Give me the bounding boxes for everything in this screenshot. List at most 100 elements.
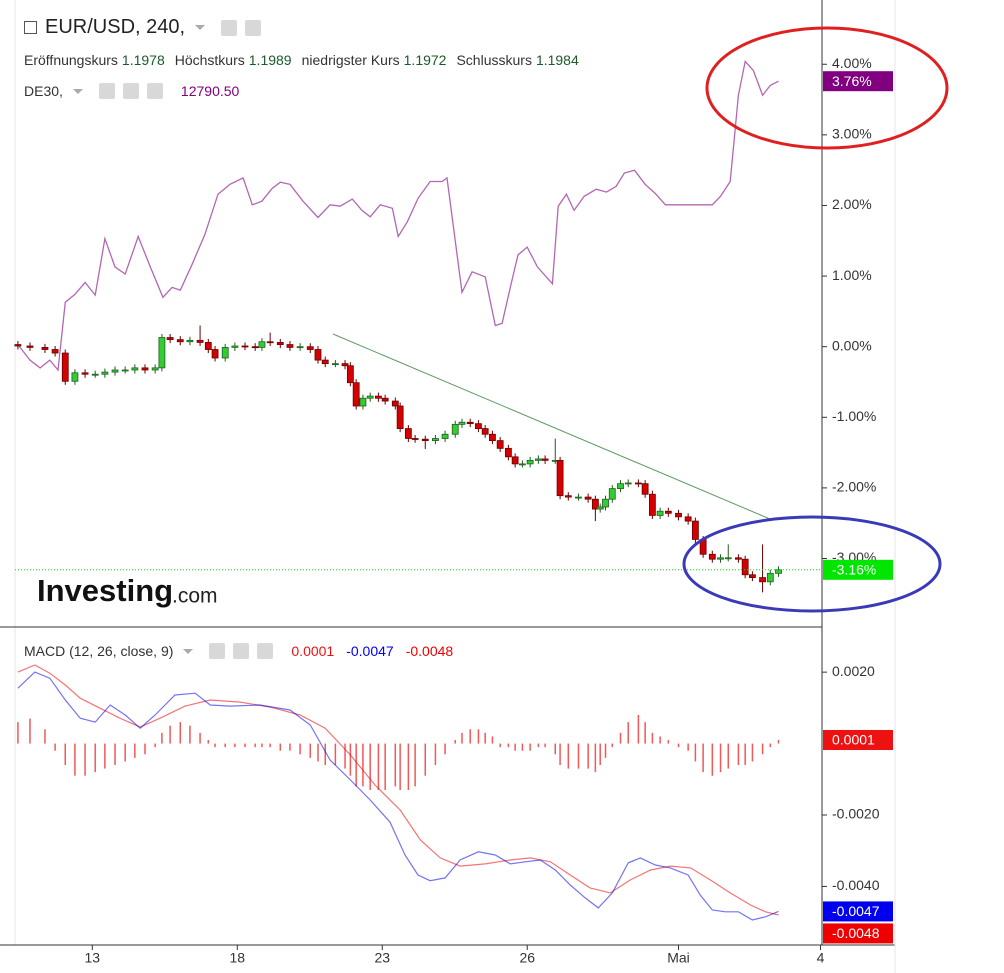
- gear-icon[interactable]: [233, 643, 250, 659]
- candle-body: [258, 341, 266, 348]
- signal-badge-bg: [823, 923, 893, 944]
- y-tick-label: 3.00%: [832, 126, 872, 142]
- candle-body: [346, 365, 354, 384]
- candle-body: [556, 459, 564, 497]
- histogram-bar: [317, 743, 319, 762]
- candle-body: [331, 363, 339, 366]
- candle-body: [664, 510, 672, 514]
- histogram-bar: [169, 725, 171, 744]
- candle-body: [231, 345, 239, 348]
- signal-badge: -0.0048: [832, 925, 880, 941]
- y-tick-label: -0.0020: [832, 806, 880, 822]
- candle-body: [648, 493, 656, 516]
- histogram-bar: [751, 743, 754, 762]
- ohlc-value: 1.1989: [248, 52, 292, 68]
- histogram-bar: [214, 743, 216, 748]
- candle-body: [441, 433, 449, 439]
- histogram-bar: [244, 743, 246, 748]
- candle-body: [759, 577, 766, 583]
- close-icon[interactable]: [257, 643, 274, 659]
- y-tick-label: 2.00%: [832, 196, 872, 212]
- candle-body: [411, 438, 419, 440]
- histogram-bar: [529, 743, 531, 751]
- ohlc-legend: Eröffnungskurs 1.1978 Höchstkurs 1.1989 nied…: [24, 52, 585, 68]
- y-tick-label: -1.00%: [832, 408, 876, 424]
- histogram-bar: [477, 729, 480, 744]
- candle-body: [564, 495, 572, 498]
- overlay-last-badge: 3.76%: [832, 73, 872, 89]
- candle-body: [61, 352, 69, 382]
- candle-body: [596, 506, 604, 510]
- histogram-bar: [424, 743, 427, 776]
- candle-body: [14, 344, 22, 347]
- dropdown[interactable]: [183, 648, 194, 654]
- histogram-bar: [619, 732, 622, 744]
- candle-body: [481, 428, 489, 435]
- eye-icon[interactable]: [98, 83, 115, 99]
- histogram-bar: [769, 743, 772, 748]
- overlay-price: 12790.50: [180, 83, 240, 99]
- candle-body: [204, 342, 212, 350]
- histogram-bar: [577, 743, 580, 769]
- overlay-last-badge-bg: [823, 71, 893, 92]
- y-tick-label: 0.0020: [832, 663, 875, 679]
- histogram-bar: [694, 743, 697, 762]
- histogram-bar: [434, 743, 437, 765]
- histogram-bar: [29, 718, 31, 744]
- candle-body: [708, 553, 716, 560]
- histogram-bar: [627, 722, 629, 744]
- histogram-bar: [234, 743, 236, 748]
- last-price-badge-bg: [823, 559, 893, 580]
- macd-badge: -0.0047: [832, 903, 880, 919]
- histogram-bar: [761, 743, 764, 755]
- watermark: Investing: [37, 573, 173, 608]
- histogram-bar: [507, 743, 510, 748]
- candle-body: [775, 569, 782, 574]
- dropdown[interactable]: [195, 25, 206, 30]
- candle-body: [591, 498, 599, 510]
- histogram-bar: [461, 732, 463, 744]
- dropdown[interactable]: [72, 88, 83, 94]
- histogram-bar: [777, 740, 780, 744]
- histogram-bar: [399, 743, 401, 790]
- candle-body: [766, 572, 774, 583]
- gear-icon[interactable]: [122, 83, 139, 99]
- candle-body: [451, 423, 459, 435]
- candle-body: [584, 496, 592, 500]
- candle-body: [276, 342, 284, 345]
- overlay-name: DE30,: [24, 83, 63, 99]
- histogram-bar: [521, 743, 524, 751]
- eye-icon[interactable]: [221, 19, 238, 36]
- histogram-badge: 0.0001: [832, 732, 875, 748]
- candle-body: [131, 367, 139, 371]
- histogram-bar: [224, 743, 226, 748]
- eye-icon[interactable]: [209, 643, 226, 659]
- signal-value: -0.0048: [405, 643, 454, 659]
- collapse-button[interactable]: [24, 21, 37, 34]
- close-icon[interactable]: [146, 83, 163, 99]
- candle-body: [151, 367, 159, 371]
- candle-body: [735, 557, 742, 560]
- candle-body: [141, 367, 149, 371]
- candle-body: [91, 373, 99, 376]
- y-tick-label: 0.00%: [832, 337, 872, 353]
- histogram-bar: [559, 743, 561, 765]
- candle-body: [166, 337, 174, 341]
- histogram-bar: [154, 743, 156, 748]
- candle-body: [675, 512, 682, 518]
- candle-body: [458, 421, 466, 425]
- histogram-bar: [491, 736, 494, 744]
- ohlc-value: 1.1978: [121, 52, 165, 68]
- macd-title: MACD (12, 26, close, 9): [24, 643, 174, 659]
- candle-body: [111, 369, 119, 373]
- histogram-bar: [384, 743, 386, 790]
- histogram-bar: [727, 743, 730, 769]
- gear-icon[interactable]: [245, 19, 262, 36]
- histogram-bar: [199, 732, 201, 744]
- histogram-bar: [44, 729, 46, 744]
- candle-body: [634, 482, 642, 485]
- histogram-bar: [537, 743, 540, 748]
- histogram-bar: [324, 743, 326, 765]
- x-tick-label: 4: [817, 950, 825, 966]
